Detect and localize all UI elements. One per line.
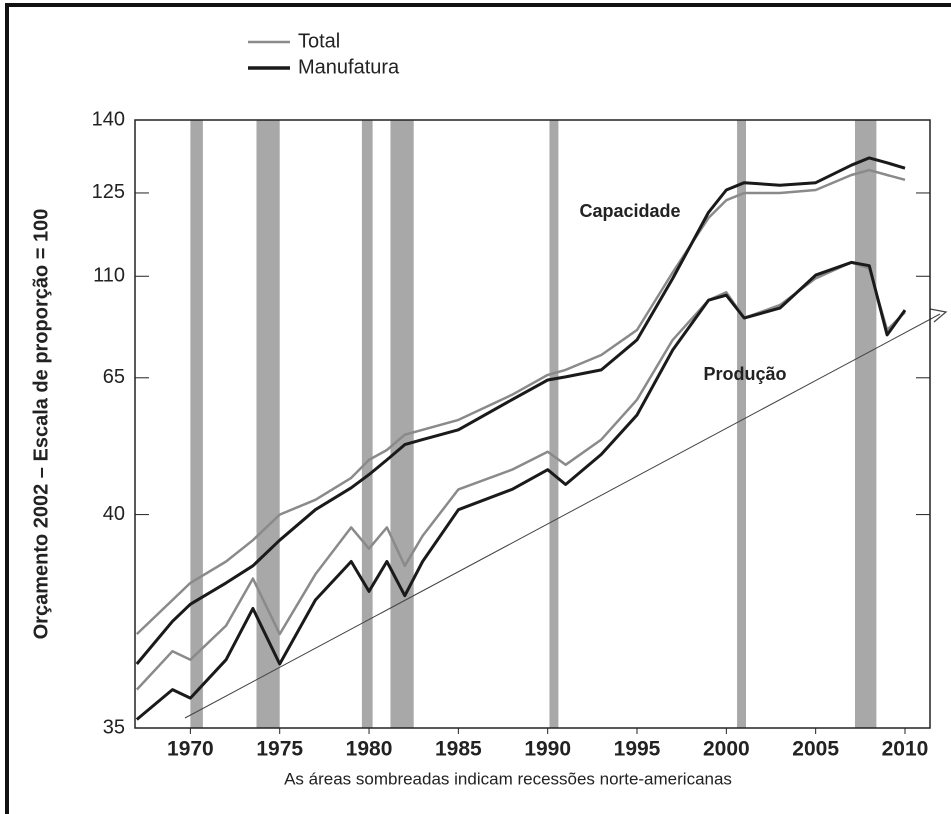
recession-band bbox=[256, 120, 280, 728]
y-tick-label: 40 bbox=[103, 503, 125, 525]
trend-arrow-head bbox=[929, 308, 948, 323]
x-tick-label: 1980 bbox=[346, 738, 393, 761]
y-tick-label: 35 bbox=[103, 716, 125, 738]
recession-band bbox=[390, 120, 414, 728]
recession-band bbox=[854, 120, 877, 728]
annotation: Capacidade bbox=[579, 201, 680, 221]
plot-area bbox=[134, 119, 931, 729]
legend-label: Total bbox=[298, 30, 340, 52]
x-tick-label: 1970 bbox=[167, 738, 214, 761]
recession-band bbox=[549, 120, 559, 728]
series-line bbox=[135, 156, 906, 665]
y-tick-label: 110 bbox=[93, 265, 125, 287]
x-tick-label: 2010 bbox=[882, 738, 929, 761]
legend-label: Manufatura bbox=[298, 56, 400, 78]
x-tick-label: 1975 bbox=[256, 738, 303, 761]
recession-band bbox=[361, 120, 373, 728]
x-tick-label: 2005 bbox=[792, 738, 839, 761]
trend-arrow bbox=[184, 313, 941, 719]
y-tick-label: 65 bbox=[103, 366, 125, 388]
x-tick-label: 1985 bbox=[435, 738, 482, 761]
y-tick-label: 125 bbox=[92, 181, 125, 203]
x-tick-label: 2000 bbox=[703, 738, 750, 761]
series-line bbox=[135, 260, 907, 721]
annotation: Produção bbox=[703, 364, 786, 384]
series-line bbox=[135, 168, 906, 636]
frame bbox=[5, 3, 951, 814]
y-axis-label: Orçamento 2002 – Escala de proporção = 1… bbox=[30, 209, 52, 640]
y-tick-label: 140 bbox=[92, 108, 125, 130]
recession-band bbox=[737, 120, 746, 728]
x-tick-label: 1990 bbox=[524, 738, 571, 761]
x-axis-label: As áreas sombreadas indicam recessões no… bbox=[284, 769, 732, 788]
recession-band bbox=[190, 120, 203, 728]
x-tick-label: 1995 bbox=[614, 738, 661, 761]
series-line bbox=[135, 261, 906, 691]
